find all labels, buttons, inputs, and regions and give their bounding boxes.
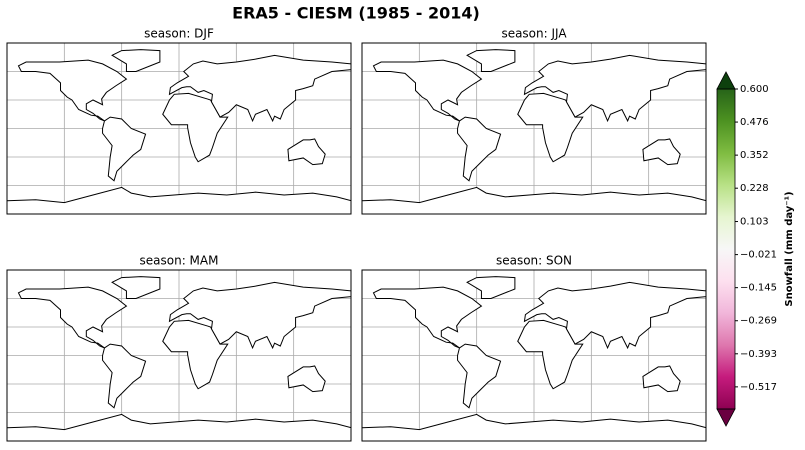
- colorbar-extend-max: [716, 71, 736, 90]
- map: [362, 43, 706, 214]
- map-frame: [6, 269, 352, 442]
- panel-title: season: SON: [496, 254, 572, 268]
- colorbar-tick-label: 0.600: [740, 84, 769, 95]
- map: [7, 270, 351, 441]
- colorbar-tick-label: −0.393: [740, 349, 777, 360]
- panel-title: season: JJA: [501, 27, 567, 41]
- colorbar-tick-label: 0.103: [740, 217, 769, 228]
- map-frame: [361, 269, 707, 442]
- figure-title: ERA5 - CIESM (1985 - 2014): [232, 4, 480, 23]
- colorbar-tick-label: 0.228: [740, 183, 769, 194]
- colorbar-tick-label: −0.145: [740, 283, 777, 294]
- colorbar-tick-label: 0.476: [740, 117, 769, 128]
- colorbar-tick-label: 0.352: [740, 150, 769, 161]
- map-frame: [361, 42, 707, 215]
- colorbar-tick-label: −0.269: [740, 316, 777, 327]
- colorbar: [717, 89, 735, 409]
- map-frame: [6, 42, 352, 215]
- colorbar-label: Snowfall (mm day⁻¹): [784, 191, 795, 306]
- panel-title: season: DJF: [144, 27, 214, 41]
- map: [362, 270, 706, 441]
- colorbar-frame: [716, 88, 736, 410]
- colorbar-tick-label: −0.021: [740, 250, 777, 261]
- colorbar-extend-min: [716, 408, 736, 427]
- panel-title: season: MAM: [140, 254, 219, 268]
- map: [7, 43, 351, 214]
- colorbar-tick-label: −0.517: [740, 382, 777, 393]
